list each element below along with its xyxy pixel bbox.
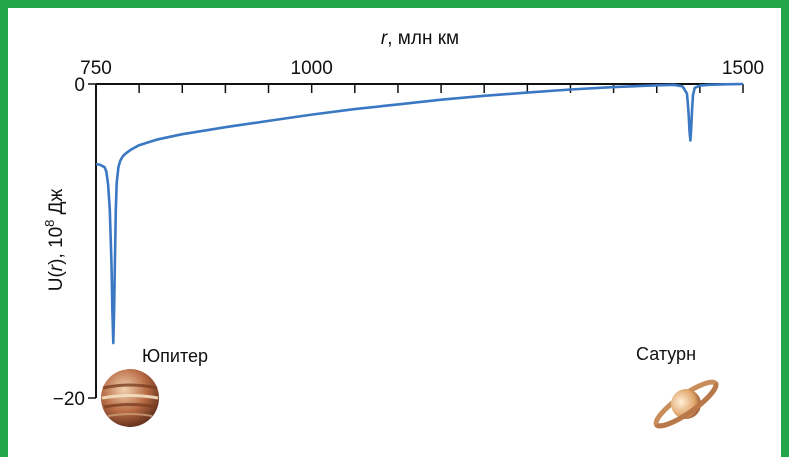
x-axis-title-rest: , млн км [387,28,459,49]
annotation-saturn: Сатурн [636,344,696,364]
x-tick-labels: 750 1000 1500 [80,58,764,79]
y-tick-labels: 0 −20 [53,75,85,410]
saturn-planet-image [653,379,719,429]
jupiter-planet-image [101,369,159,427]
axes [95,83,743,398]
y-axis-title-prefix: U( [46,271,67,292]
x-axis-title-var: r [381,28,388,49]
x-tick-label: 750 [80,58,112,79]
x-tick-label: 1000 [291,58,333,79]
y-axis-title-exp: 8 [42,220,57,227]
y-axis-title: U(r), 108 Дж [42,188,67,291]
y-tick-label: −20 [53,389,85,410]
y-axis-ticks [88,83,96,399]
y-axis-title-mid: ), 10 [46,227,67,265]
series-line [95,82,744,345]
y-axis-title-unit: Дж [46,188,67,219]
x-axis-title: r, млн км [381,28,459,49]
annotation-jupiter: Юпитер [142,346,208,366]
y-tick-label: 0 [74,75,85,96]
y-axis-title-var: r [46,264,67,271]
x-tick-label: 1500 [722,58,764,79]
